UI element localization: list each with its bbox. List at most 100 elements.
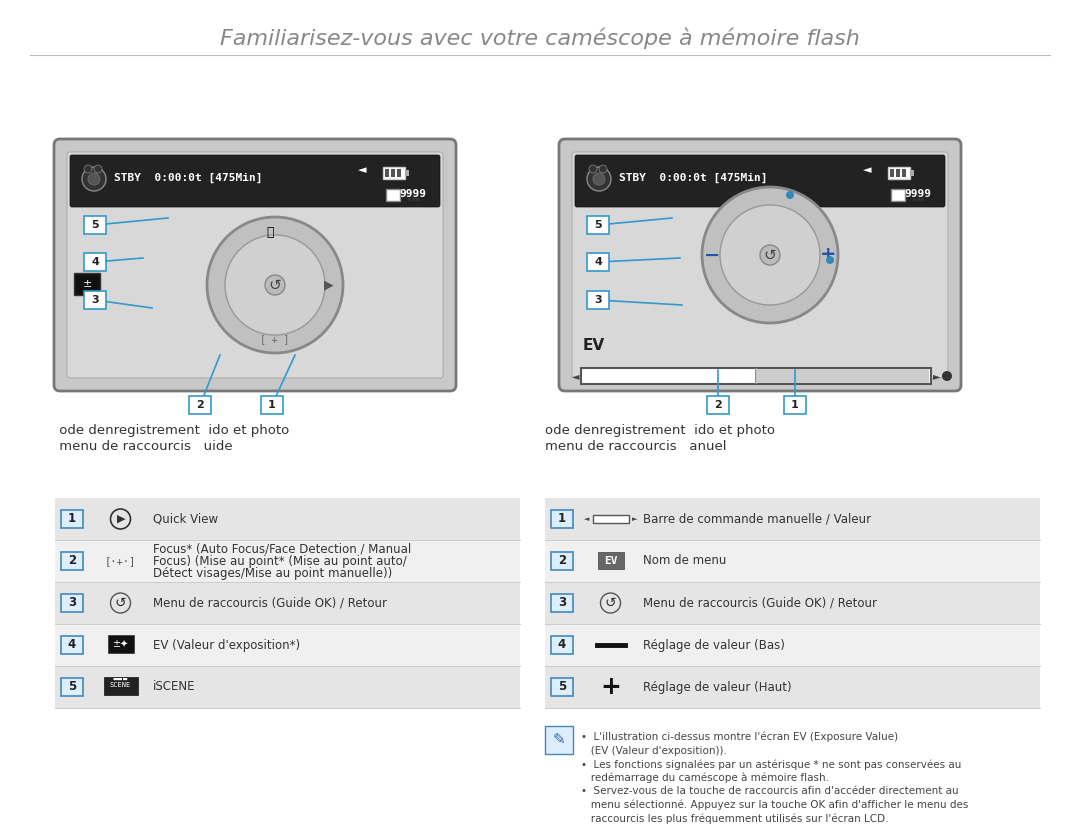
Bar [55,498,519,540]
Bar [60,594,83,612]
Bar [707,396,729,414]
Text: Réglage de valeur (Bas): Réglage de valeur (Bas) [643,638,785,652]
Text: menu de raccourcis   uide: menu de raccourcis uide [55,440,232,453]
Text: 2: 2 [714,400,721,410]
Bar [60,510,83,528]
Text: ✎: ✎ [553,733,565,748]
Text: 2: 2 [197,400,204,410]
Bar [545,726,573,754]
Bar [55,582,519,624]
Text: ►: ► [933,371,941,381]
Text: ▶: ▶ [324,279,334,291]
Text: ode denregistrement  ido et photo: ode denregistrement ido et photo [55,424,289,437]
Bar [60,636,83,654]
Bar [581,368,931,384]
Text: +: + [600,675,621,699]
Bar [784,396,806,414]
Circle shape [942,371,951,381]
Bar [545,624,1040,666]
Text: [ + ]: [ + ] [260,334,289,344]
Circle shape [599,165,607,173]
Text: 5: 5 [68,681,76,694]
FancyBboxPatch shape [70,155,440,207]
Text: Détect visages/Mise au point manuelle)): Détect visages/Mise au point manuelle)) [153,566,392,580]
Text: Focus) (Mise au point* (Mise au point auto/: Focus) (Mise au point* (Mise au point au… [153,554,407,567]
Text: ↺: ↺ [764,247,777,262]
Bar [917,194,920,197]
Text: STBY  0:00:0t [475Min]: STBY 0:00:0t [475Min] [619,173,768,184]
Text: +: + [820,246,836,265]
Circle shape [87,173,100,185]
Bar [756,369,929,383]
Bar [411,198,415,201]
Text: menu de raccourcis   anuel: menu de raccourcis anuel [545,440,727,453]
Text: 3: 3 [68,596,76,609]
Bar [891,189,905,201]
Text: 4: 4 [68,638,76,652]
Circle shape [588,167,611,191]
Circle shape [786,191,794,199]
Text: Réglage de valeur (Haut): Réglage de valeur (Haut) [643,681,792,694]
Text: 3: 3 [558,596,566,609]
Text: 4: 4 [91,257,99,267]
Text: −: − [704,246,720,265]
Text: •  Les fonctions signalées par un astérisque * ne sont pas conservées au: • Les fonctions signalées par un astéris… [581,759,961,769]
Bar [921,194,924,197]
Text: iSCENE: iSCENE [153,681,195,694]
Bar [60,552,83,570]
Bar [921,198,924,201]
Bar [411,190,415,193]
FancyBboxPatch shape [559,139,961,391]
Text: 9999: 9999 [904,189,931,199]
Bar [408,198,411,201]
Circle shape [589,165,597,173]
Bar [888,167,910,179]
Circle shape [225,235,325,335]
Text: 9999: 9999 [399,189,426,199]
Text: STBY  0:00:0t [475Min]: STBY 0:00:0t [475Min] [114,173,262,184]
Bar [913,190,916,193]
Text: (EV (Valeur d'exposition)).: (EV (Valeur d'exposition)). [581,745,727,756]
Text: 3: 3 [91,295,98,305]
Bar [104,677,137,695]
Bar [551,636,573,654]
Bar [913,198,916,201]
Bar [55,624,519,666]
Text: ↺: ↺ [269,278,282,293]
Bar [397,169,401,177]
Bar [545,666,1040,708]
Text: ↺: ↺ [605,596,617,610]
Circle shape [265,275,285,295]
Bar [890,169,894,177]
Text: ◄: ◄ [584,516,590,522]
Bar [545,582,1040,624]
Text: ±✦: ±✦ [112,640,129,650]
Text: 4: 4 [558,638,566,652]
Circle shape [760,245,780,265]
Text: 1: 1 [268,400,275,410]
Text: 2: 2 [68,554,76,567]
Text: ▶: ▶ [118,514,125,524]
Bar [55,540,519,582]
Text: Quick View: Quick View [153,513,218,525]
Bar [84,216,106,234]
Circle shape [84,165,92,173]
Bar [593,515,629,523]
Text: ↺: ↺ [114,596,126,610]
Bar [408,190,411,193]
Text: ±: ± [82,279,92,289]
Text: [·+·]: [·+·] [105,556,136,566]
Bar [545,498,1040,540]
Text: 3: 3 [594,295,602,305]
Bar [408,194,411,197]
Text: 5: 5 [558,681,566,694]
Text: 🎥: 🎥 [267,227,273,240]
Bar [913,194,916,197]
Bar [84,253,106,271]
Text: 1: 1 [558,513,566,525]
Bar [551,594,573,612]
Bar [917,190,920,193]
Bar [551,552,573,570]
Text: Menu de raccourcis (Guide OK) / Retour: Menu de raccourcis (Guide OK) / Retour [153,596,387,609]
Circle shape [207,217,343,353]
